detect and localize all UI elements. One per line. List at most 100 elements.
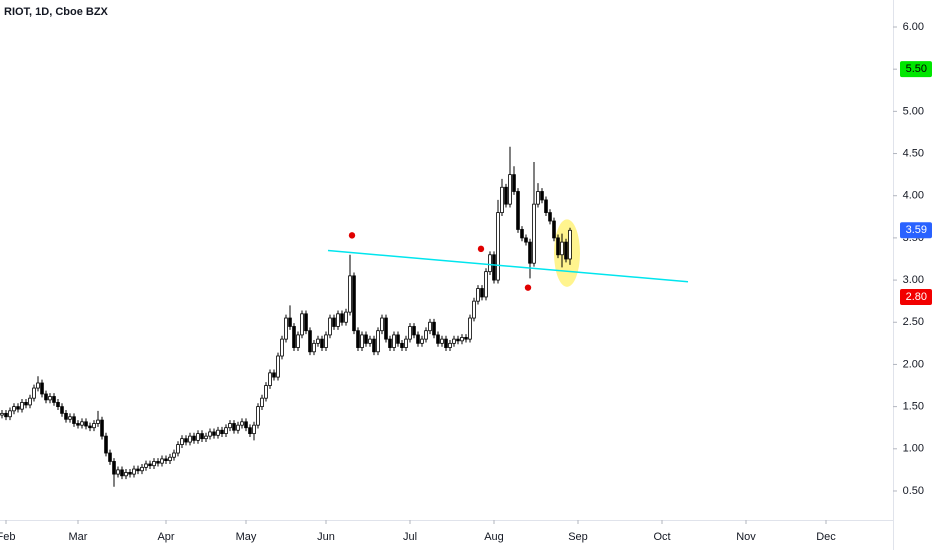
candle-body	[60, 406, 64, 414]
candle-body	[568, 229, 572, 260]
candle-body	[308, 330, 312, 353]
candle-body	[160, 458, 164, 464]
candle-body	[220, 429, 224, 435]
candle-body	[364, 334, 368, 344]
candle-body	[436, 334, 440, 344]
candle-body	[500, 186, 504, 213]
candle-body	[384, 317, 388, 340]
candle-body	[300, 313, 304, 336]
candle-body	[188, 435, 192, 443]
candle-body	[172, 452, 176, 458]
candle-body	[116, 469, 120, 475]
candle-body	[284, 317, 288, 340]
candle-body	[156, 461, 160, 464]
candle-body	[180, 438, 184, 445]
candle-body	[564, 241, 568, 260]
candle-body	[540, 191, 544, 201]
candle-body	[100, 419, 104, 437]
marker-dot	[477, 245, 485, 253]
candle-body	[424, 330, 428, 340]
candle-body	[128, 472, 132, 475]
candle-body	[360, 334, 364, 348]
candle-body	[448, 342, 452, 348]
candle-body	[4, 412, 8, 418]
candle-body	[480, 288, 484, 298]
candle-body	[224, 427, 228, 435]
candle-body	[12, 406, 16, 412]
candle-body	[120, 469, 124, 477]
candle-body	[248, 427, 252, 435]
candle-body	[0, 412, 4, 416]
candle-body	[36, 382, 40, 389]
candle-body	[316, 338, 320, 344]
candle-body	[416, 334, 420, 344]
candle-body	[272, 372, 276, 378]
x-tick-label: May	[236, 531, 257, 543]
price-label: 5.50	[906, 63, 927, 75]
candle-body	[252, 424, 256, 435]
x-tick-label: Jul	[403, 531, 417, 543]
candle-body	[328, 317, 332, 336]
candle-body	[492, 254, 496, 281]
marker-dot	[348, 232, 356, 239]
candle-body	[92, 423, 96, 429]
candle-body	[124, 472, 128, 477]
candle-body	[112, 461, 116, 475]
candle-body	[320, 338, 324, 348]
candle-body	[508, 174, 512, 205]
candle-body	[244, 421, 248, 429]
y-tick-label: 1.50	[903, 401, 924, 413]
candle-body	[96, 419, 100, 424]
candle-body	[376, 330, 380, 353]
candle-body	[464, 337, 468, 340]
candle-body	[108, 452, 112, 462]
candle-body	[488, 254, 492, 273]
candle-body	[276, 355, 280, 378]
candle-body	[324, 334, 328, 348]
candle-body	[280, 338, 284, 357]
candle-body	[208, 431, 212, 437]
candle-body	[452, 338, 456, 344]
candle-body	[560, 241, 564, 256]
candle-body	[304, 313, 308, 332]
candle-body	[8, 410, 12, 418]
y-tick-label: 6.00	[903, 21, 924, 33]
candle-body	[20, 402, 24, 410]
candle-body	[544, 199, 548, 213]
candle-body	[292, 326, 296, 348]
y-tick-label: 4.00	[903, 190, 924, 202]
y-tick-label: 3.00	[903, 274, 924, 286]
candle-body	[504, 186, 508, 205]
candle-body	[396, 334, 400, 344]
candle-body	[44, 393, 48, 401]
y-tick-label: 5.00	[903, 105, 924, 117]
x-tick-label: Sep	[568, 531, 588, 543]
candle-body	[524, 237, 528, 243]
candle-body	[556, 237, 560, 256]
candle-body	[512, 174, 516, 192]
candle-body	[388, 338, 392, 348]
candle-body	[332, 317, 336, 327]
candle-body	[408, 326, 412, 340]
candle-body	[312, 342, 316, 353]
y-tick-label: 2.50	[903, 316, 924, 328]
candle-body	[32, 387, 36, 399]
y-tick-label: 4.50	[903, 147, 924, 159]
candle-body	[456, 338, 460, 342]
candle-body	[144, 463, 148, 468]
candle-body	[200, 433, 204, 440]
marker-dot	[524, 284, 532, 291]
x-tick-label: Feb	[0, 531, 15, 543]
candle-body	[496, 212, 500, 281]
candle-body	[16, 406, 20, 410]
candle-body	[240, 421, 244, 426]
candle-body	[24, 402, 28, 406]
candle-body	[184, 438, 188, 443]
candle-body	[216, 429, 220, 436]
candle-body	[168, 456, 172, 462]
candle-body	[236, 424, 240, 431]
candle-body	[152, 461, 156, 467]
candle-body	[460, 337, 464, 342]
